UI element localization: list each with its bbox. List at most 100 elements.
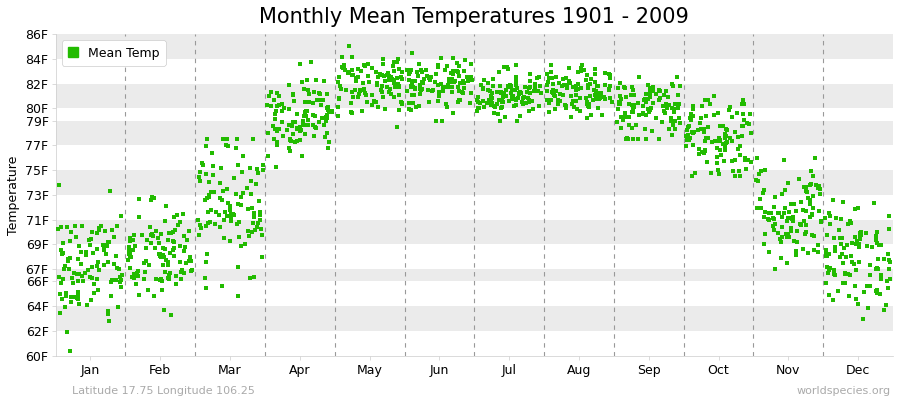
Point <box>874 276 888 282</box>
Point <box>332 74 347 80</box>
Point <box>300 76 314 83</box>
Point <box>869 229 884 236</box>
Point <box>345 54 359 60</box>
Point <box>805 212 819 218</box>
Point <box>78 249 93 256</box>
Point <box>231 293 246 299</box>
Point <box>639 112 653 118</box>
Point <box>385 63 400 69</box>
Point <box>773 236 788 242</box>
Point <box>828 272 842 278</box>
Point <box>122 244 137 251</box>
Point <box>113 284 128 290</box>
Point <box>854 228 868 235</box>
Point <box>778 156 792 163</box>
Point <box>793 221 807 228</box>
Point <box>729 110 743 116</box>
Point <box>580 114 594 121</box>
Point <box>114 213 129 220</box>
Point <box>500 64 514 70</box>
Point <box>126 232 140 238</box>
Point <box>166 239 181 245</box>
Point <box>122 251 137 257</box>
Point <box>475 98 490 105</box>
Point <box>476 86 491 92</box>
Point <box>384 74 399 80</box>
Point <box>144 196 158 203</box>
Point <box>823 265 837 271</box>
Point <box>354 68 368 74</box>
Point <box>446 54 460 61</box>
Point <box>234 243 248 250</box>
Point <box>698 137 713 144</box>
Point <box>105 226 120 233</box>
Point <box>122 247 136 253</box>
Point <box>284 138 298 144</box>
Point <box>591 90 606 96</box>
Point <box>249 166 264 172</box>
Point <box>167 213 182 220</box>
Point <box>631 136 645 142</box>
Point <box>349 74 364 81</box>
Point <box>255 254 269 260</box>
Point <box>602 86 616 93</box>
Point <box>681 124 696 131</box>
Point <box>572 108 587 114</box>
Point <box>471 99 485 105</box>
Point <box>452 73 466 79</box>
Point <box>490 89 504 96</box>
Point <box>806 232 821 239</box>
Point <box>863 272 878 278</box>
Point <box>710 160 724 166</box>
Point <box>779 218 794 224</box>
Point <box>268 111 283 117</box>
Point <box>407 91 421 98</box>
Point <box>272 126 286 133</box>
Point <box>52 274 67 280</box>
Point <box>838 280 852 286</box>
Point <box>610 106 625 112</box>
Point <box>157 254 171 260</box>
Point <box>780 260 795 266</box>
Point <box>371 104 385 110</box>
Point <box>392 66 406 72</box>
Point <box>805 211 819 218</box>
Point <box>349 75 364 81</box>
Point <box>551 97 565 104</box>
Point <box>666 122 680 128</box>
Point <box>426 86 440 93</box>
Bar <box>56 108 893 121</box>
Bar <box>56 84 893 108</box>
Point <box>141 287 156 294</box>
Point <box>431 98 446 104</box>
Point <box>851 300 866 307</box>
Point <box>712 138 726 144</box>
Point <box>549 88 563 94</box>
Point <box>345 89 359 95</box>
Point <box>62 348 77 354</box>
Point <box>796 245 810 252</box>
Point <box>702 101 716 108</box>
Point <box>871 255 886 262</box>
Point <box>882 266 896 272</box>
Point <box>644 107 658 113</box>
Point <box>58 263 72 270</box>
Point <box>871 242 886 248</box>
Point <box>460 74 474 80</box>
Point <box>883 276 897 282</box>
Point <box>782 208 796 215</box>
Point <box>440 83 454 90</box>
Point <box>832 227 846 233</box>
Point <box>775 214 789 221</box>
Point <box>610 119 625 126</box>
Point <box>355 108 369 114</box>
Point <box>850 296 864 302</box>
Point <box>267 96 282 103</box>
Point <box>380 72 394 78</box>
Point <box>340 70 355 76</box>
Point <box>160 262 175 268</box>
Point <box>256 161 270 168</box>
Point <box>526 106 540 112</box>
Point <box>75 222 89 229</box>
Bar <box>56 331 893 356</box>
